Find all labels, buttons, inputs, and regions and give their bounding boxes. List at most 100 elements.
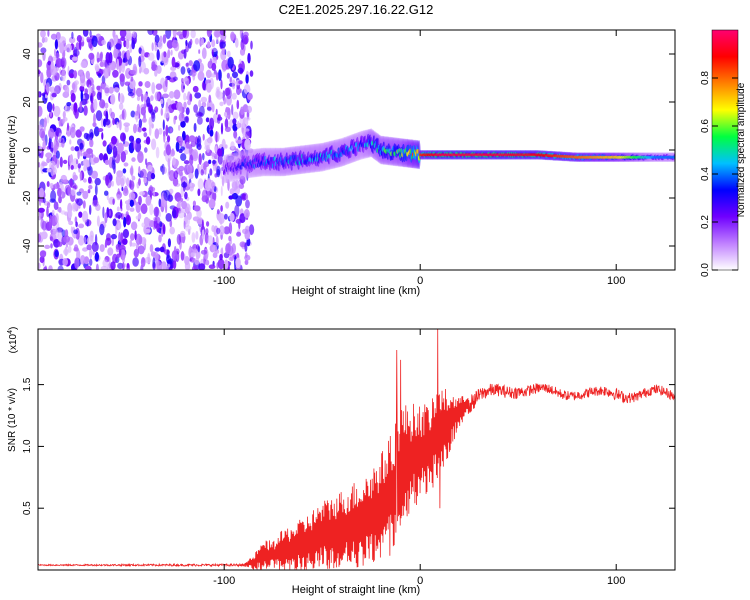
noise-speckle xyxy=(101,132,104,140)
noise-speckle xyxy=(117,222,122,230)
noise-speckle xyxy=(230,31,235,41)
noise-speckle xyxy=(180,230,186,238)
noise-speckle xyxy=(216,165,221,176)
noise-speckle xyxy=(79,171,82,182)
noise-speckle xyxy=(68,154,73,166)
noise-speckle xyxy=(149,203,154,216)
noise-speckle xyxy=(42,50,46,61)
noise-speckle xyxy=(241,32,244,43)
noise-speckle xyxy=(219,30,226,36)
noise-speckle xyxy=(124,263,127,268)
noise-speckle xyxy=(119,30,127,38)
noise-speckle xyxy=(75,129,82,138)
noise-speckle xyxy=(188,172,194,180)
noise-speckle xyxy=(181,181,188,188)
noise-speckle xyxy=(162,224,166,235)
noise-speckle xyxy=(193,122,197,133)
noise-speckle xyxy=(215,249,220,254)
noise-speckle xyxy=(168,91,175,99)
noise-speckle xyxy=(112,30,116,39)
noise-speckle xyxy=(88,184,93,190)
noise-speckle xyxy=(60,210,66,215)
noise-speckle xyxy=(235,37,239,48)
noise-speckle xyxy=(57,265,64,270)
noise-speckle xyxy=(76,191,82,196)
noise-speckle xyxy=(119,73,125,83)
noise-speckle xyxy=(155,146,160,159)
tick-label: 0 xyxy=(417,275,423,287)
noise-speckle xyxy=(46,67,52,79)
snr-y-label: SNR (10 * v/v) xyxy=(7,388,18,452)
noise-speckle xyxy=(64,85,70,97)
noise-speckle xyxy=(88,52,95,60)
noise-speckle xyxy=(229,251,235,262)
noise-speckle xyxy=(53,183,60,189)
snr-y-ticks: 0.5 1.0 1.5 xyxy=(22,377,675,515)
noise-speckle xyxy=(154,247,161,252)
noise-speckle xyxy=(104,84,110,97)
noise-speckle xyxy=(55,150,60,159)
spectrogram-panel: -100 0 100 -40 -20 0 20 40 Height of straight … xyxy=(7,29,676,297)
tick-label: 0.6 xyxy=(700,119,711,133)
noise-speckle xyxy=(244,242,248,253)
tick-label: 1.0 xyxy=(22,439,33,453)
noise-speckle xyxy=(244,259,249,265)
noise-speckle xyxy=(138,166,141,175)
noise-speckle xyxy=(191,232,196,243)
noise-speckle xyxy=(172,157,176,166)
noise-speckle xyxy=(224,259,229,270)
noise-speckle xyxy=(223,226,231,235)
noise-speckle xyxy=(216,227,221,235)
noise-speckle xyxy=(122,254,125,264)
noise-speckle xyxy=(63,235,70,243)
noise-speckle xyxy=(215,108,218,115)
noise-speckle xyxy=(99,61,105,67)
noise-speckle xyxy=(165,77,168,88)
noise-speckle xyxy=(216,35,219,44)
noise-speckle xyxy=(64,184,71,196)
noise-speckle xyxy=(133,140,137,150)
noise-speckle xyxy=(82,30,89,37)
noise-speckle xyxy=(155,83,163,90)
noise-speckle xyxy=(233,130,238,139)
noise-speckle xyxy=(102,140,107,147)
noise-speckle xyxy=(137,126,142,133)
noise-speckle xyxy=(47,30,50,37)
noise-speckle xyxy=(176,234,182,245)
noise-speckle xyxy=(80,89,84,102)
noise-speckle xyxy=(172,260,177,270)
noise-speckle xyxy=(176,101,183,111)
noise-speckle xyxy=(160,228,164,237)
noise-speckle xyxy=(44,244,51,249)
noise-speckle xyxy=(124,81,131,86)
noise-speckle xyxy=(67,122,69,132)
noise-speckle xyxy=(156,65,162,74)
noise-speckle xyxy=(165,213,172,222)
noise-speckle xyxy=(224,118,229,129)
noise-speckle xyxy=(96,91,102,101)
noise-speckle xyxy=(163,189,171,201)
noise-speckle xyxy=(198,99,202,108)
noise-speckle xyxy=(88,84,92,95)
noise-speckle xyxy=(185,107,190,115)
noise-speckle xyxy=(40,72,44,84)
noise-speckle xyxy=(183,92,187,101)
noise-speckle xyxy=(246,237,251,247)
noise-speckle xyxy=(152,257,156,269)
noise-speckle xyxy=(55,31,61,41)
noise-speckle xyxy=(162,119,165,131)
noise-speckle xyxy=(188,145,193,155)
noise-speckle xyxy=(225,243,231,255)
noise-speckle xyxy=(140,203,148,215)
noise-speckle xyxy=(195,230,199,240)
noise-speckle xyxy=(194,38,199,45)
noise-speckle xyxy=(94,184,98,196)
noise-speckle xyxy=(106,233,111,241)
noise-speckle xyxy=(96,57,101,63)
noise-speckle xyxy=(112,218,117,227)
noise-speckle xyxy=(74,80,79,86)
noise-speckle xyxy=(94,177,101,186)
noise-speckle xyxy=(140,257,146,268)
noise-speckle xyxy=(170,128,173,133)
noise-speckle xyxy=(194,136,199,145)
